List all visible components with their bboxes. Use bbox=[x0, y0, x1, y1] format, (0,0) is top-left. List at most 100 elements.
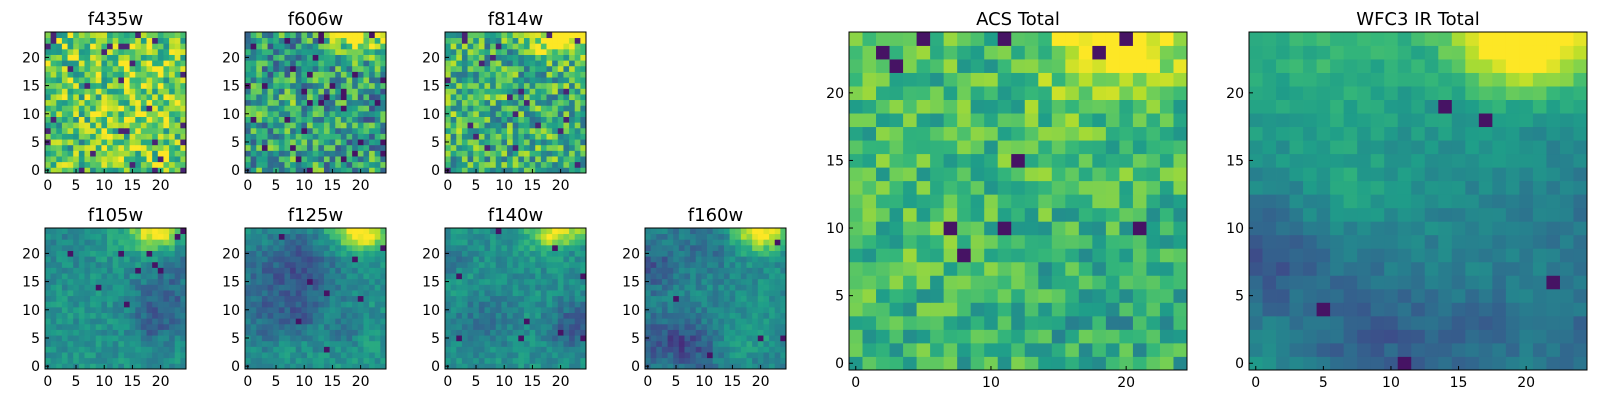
heatmap-cell bbox=[245, 116, 252, 123]
heatmap-cell bbox=[135, 94, 142, 101]
heatmap-cell bbox=[157, 127, 164, 134]
heatmap-cell bbox=[450, 133, 457, 140]
heatmap-cell bbox=[95, 290, 102, 297]
heatmap-cell bbox=[456, 284, 463, 291]
heatmap-cell bbox=[140, 290, 147, 297]
heatmap-cell bbox=[523, 363, 530, 370]
heatmap-cell bbox=[284, 250, 291, 257]
heatmap-cell bbox=[329, 329, 336, 336]
heatmap-cell bbox=[529, 60, 536, 67]
heatmap-cell bbox=[301, 352, 308, 359]
heatmap-cell bbox=[456, 261, 463, 268]
heatmap-cell bbox=[557, 88, 564, 95]
heatmap-cell bbox=[90, 250, 97, 257]
heatmap-cell bbox=[903, 315, 917, 330]
heatmap-cell bbox=[157, 278, 164, 285]
heatmap-cell bbox=[695, 301, 702, 308]
heatmap-cell bbox=[312, 233, 319, 240]
heatmap-cell bbox=[67, 250, 74, 257]
heatmap-cell bbox=[301, 301, 308, 308]
heatmap-cell bbox=[456, 94, 463, 101]
heatmap-cell bbox=[490, 99, 497, 106]
heatmap-cell bbox=[984, 315, 999, 330]
heatmap-cell bbox=[461, 228, 468, 235]
heatmap-cell bbox=[690, 228, 697, 235]
heatmap-cell bbox=[903, 234, 917, 249]
heatmap-cell bbox=[56, 357, 63, 364]
heatmap-cell bbox=[707, 244, 714, 251]
heatmap-cell bbox=[290, 116, 297, 123]
heatmap-cell bbox=[574, 312, 581, 319]
heatmap-cell bbox=[363, 156, 370, 163]
heatmap-cell bbox=[346, 105, 353, 112]
heatmap-cell bbox=[101, 228, 108, 235]
heatmap-cell bbox=[712, 357, 719, 364]
heatmap-cell bbox=[523, 150, 530, 157]
heatmap-cell bbox=[61, 340, 68, 347]
heatmap-cell bbox=[535, 318, 542, 325]
heatmap-cell bbox=[563, 94, 570, 101]
heatmap-cell bbox=[580, 284, 587, 291]
heatmap-cell bbox=[107, 278, 114, 285]
heatmap-cell bbox=[701, 278, 708, 285]
heatmap-cell bbox=[335, 329, 342, 336]
heatmap-cell bbox=[307, 127, 314, 134]
heatmap-cell bbox=[90, 329, 97, 336]
heatmap-cell bbox=[273, 284, 280, 291]
heatmap-cell bbox=[484, 312, 491, 319]
heatmap-cell bbox=[970, 248, 985, 263]
heatmap-cell bbox=[95, 278, 102, 285]
heatmap-cell bbox=[1146, 275, 1161, 290]
heatmap-cell bbox=[557, 82, 564, 89]
heatmap-cell bbox=[695, 290, 702, 297]
heatmap-cell bbox=[916, 194, 931, 209]
heatmap-cell bbox=[101, 77, 108, 84]
heatmap-cell bbox=[1105, 342, 1120, 357]
heatmap-cell bbox=[473, 306, 480, 313]
heatmap-cell bbox=[456, 244, 463, 251]
heatmap-cell bbox=[374, 233, 381, 240]
heatmap-cell bbox=[107, 244, 114, 251]
heatmap-cell bbox=[129, 105, 136, 112]
heatmap-cell bbox=[1173, 342, 1188, 357]
heatmap-cell bbox=[50, 318, 57, 325]
heatmap-cell bbox=[456, 357, 463, 364]
heatmap-cell bbox=[357, 290, 364, 297]
heatmap-cell bbox=[307, 239, 314, 246]
heatmap-cell bbox=[690, 363, 697, 370]
heatmap-cell bbox=[261, 122, 268, 129]
heatmap-cell bbox=[107, 312, 114, 319]
heatmap-cell bbox=[163, 88, 170, 95]
heatmap-cell bbox=[329, 278, 336, 285]
heatmap-cell bbox=[1051, 288, 1066, 303]
heatmap-cell bbox=[467, 329, 474, 336]
heatmap-cell bbox=[718, 250, 725, 257]
heatmap-cell bbox=[849, 315, 863, 330]
heatmap-cell bbox=[95, 77, 102, 84]
heatmap-cell bbox=[135, 133, 142, 140]
heatmap-cell bbox=[318, 105, 325, 112]
heatmap-cell bbox=[656, 233, 663, 240]
heatmap-cell bbox=[718, 239, 725, 246]
panel-title: ACS Total bbox=[976, 9, 1060, 30]
heatmap-cell bbox=[546, 290, 553, 297]
heatmap-cell bbox=[352, 301, 359, 308]
heatmap-cell bbox=[490, 88, 497, 95]
heatmap-cell bbox=[569, 32, 576, 39]
heatmap-cell bbox=[849, 248, 863, 263]
heatmap-cell bbox=[546, 77, 553, 84]
heatmap-cell bbox=[718, 228, 725, 235]
heatmap-cell bbox=[45, 127, 52, 134]
heatmap-cell bbox=[267, 329, 274, 336]
heatmap-cell bbox=[574, 54, 581, 61]
heatmap-cell bbox=[546, 273, 553, 280]
heatmap-cell bbox=[323, 94, 330, 101]
heatmap-cell bbox=[484, 267, 491, 274]
heatmap-cell bbox=[307, 306, 314, 313]
heatmap-cell bbox=[112, 37, 119, 44]
heatmap-cell bbox=[552, 60, 559, 67]
heatmap-cell bbox=[163, 82, 170, 89]
heatmap-cell bbox=[467, 244, 474, 251]
heatmap-cell bbox=[135, 105, 142, 112]
heatmap-cell bbox=[574, 357, 581, 364]
